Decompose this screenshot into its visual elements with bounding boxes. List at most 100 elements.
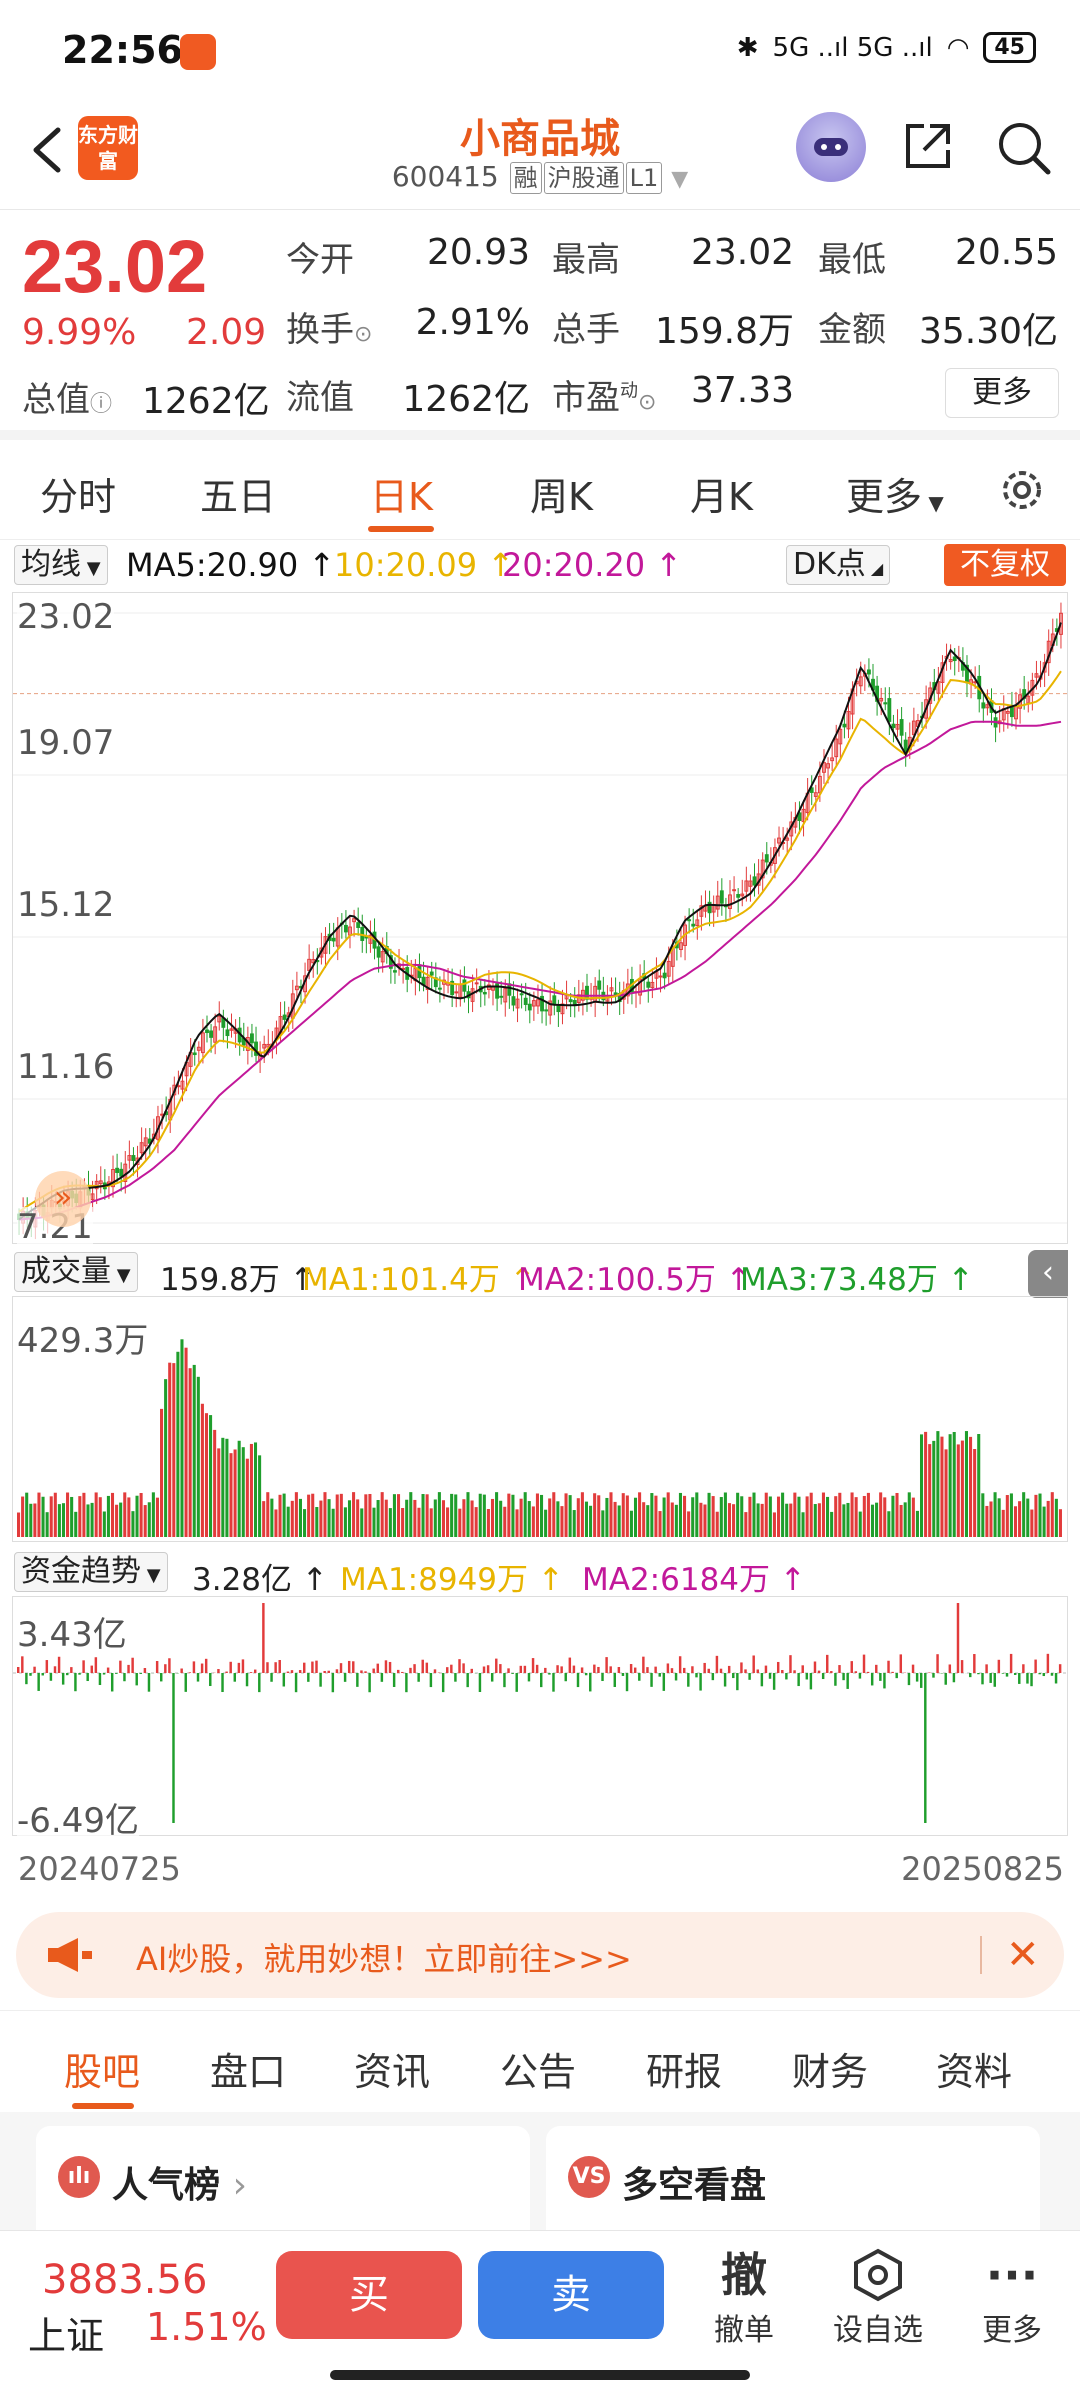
volume-bar	[981, 1493, 985, 1537]
tab-five-day[interactable]: 五日	[200, 475, 277, 519]
fund-bar	[139, 1673, 143, 1674]
fund-bar	[135, 1673, 138, 1686]
cancel-order-button[interactable]: 撤 撤单	[694, 2245, 794, 2349]
tab-intraday[interactable]: 分时	[40, 475, 117, 519]
volume-bar	[229, 1453, 233, 1537]
volume-bar	[826, 1496, 830, 1537]
tab-orderbook[interactable]: 盘口	[210, 2050, 287, 2094]
volume-bar	[748, 1496, 752, 1537]
share-icon[interactable]	[900, 118, 956, 174]
fund-bar	[523, 1665, 527, 1673]
ma10-value: 10:20.09 ↑	[334, 546, 515, 584]
candle-body	[1009, 705, 1014, 718]
bottom-trade-bar: 3883.56 上证 1.51% 买 卖 撤 撤单 设自选 ··· 更多	[0, 2230, 1080, 2400]
ad-text: AI炒股，就用妙想！立即前往>>>	[136, 1940, 632, 1978]
tab-more[interactable]: 更多 ▼	[846, 475, 944, 519]
bluetooth-icon: ✱	[736, 32, 759, 63]
fund-bar	[650, 1673, 653, 1687]
candle-body	[495, 983, 500, 999]
expand-arrow-icon[interactable]: »	[35, 1171, 91, 1227]
volume-bar	[225, 1438, 229, 1537]
candle-body	[707, 901, 712, 914]
fund-bar	[973, 1654, 976, 1673]
volume-bar	[589, 1505, 593, 1537]
fund-trend-selector[interactable]: 资金趋势 ▼	[14, 1552, 168, 1592]
volume-bar	[1038, 1493, 1042, 1537]
volume-chart[interactable]: 429.3万	[12, 1296, 1068, 1542]
volume-bar	[454, 1494, 458, 1537]
kline-chart[interactable]: 23.02 19.07 15.12 11.16 7.21 »	[12, 592, 1068, 1247]
fund-ma1: MA1:8949万 ↑	[340, 1562, 564, 1598]
fund-bar	[727, 1665, 731, 1673]
y-axis-tick: 11.16	[17, 1047, 115, 1087]
bar-chart-icon: ılı	[58, 2156, 100, 2198]
tab-research[interactable]: 研报	[646, 2050, 723, 2094]
volume-bar	[90, 1502, 94, 1537]
tab-monthly-k[interactable]: 月K	[690, 475, 753, 519]
candle-body	[777, 837, 781, 844]
tab-daily-k[interactable]: 日K	[370, 475, 433, 519]
indicator-selector[interactable]: 均线 ▼	[14, 545, 108, 585]
volume-bar	[131, 1511, 135, 1537]
back-arrow-icon[interactable]	[22, 120, 72, 180]
candle-body	[826, 763, 830, 769]
volume-bar	[772, 1512, 776, 1537]
candle-body	[744, 880, 749, 892]
candle-body	[515, 998, 520, 1009]
buy-button[interactable]: 买	[276, 2251, 462, 2339]
volume-bar	[1042, 1506, 1046, 1537]
fund-bar	[842, 1673, 845, 1681]
volume-bar	[687, 1511, 691, 1537]
gear-icon[interactable]	[996, 464, 1048, 516]
fund-bar	[552, 1673, 555, 1692]
app-logo[interactable]: 东方财富	[78, 116, 138, 180]
volume-bar	[151, 1492, 155, 1537]
search-icon[interactable]	[994, 118, 1054, 178]
popularity-card[interactable]: ılı 人气榜 ›	[36, 2126, 530, 2230]
fund-bar	[633, 1667, 637, 1673]
fund-trend-chart[interactable]: 3.43亿 -6.49亿	[12, 1596, 1068, 1842]
candle-body	[903, 739, 908, 753]
tag-connect: 沪股通	[543, 162, 624, 194]
fund-bar	[21, 1656, 24, 1673]
candle-body	[250, 1033, 254, 1044]
fund-bar	[711, 1673, 715, 1681]
sell-button[interactable]: 卖	[478, 2251, 664, 2339]
tab-weekly-k[interactable]: 周K	[530, 475, 593, 519]
quote-more-button[interactable]: 更多	[945, 368, 1059, 418]
ai-promo-banner[interactable]: AI炒股，就用妙想！立即前往>>> ✕	[16, 1912, 1064, 1998]
more-menu-button[interactable]: ··· 更多	[962, 2245, 1062, 2349]
stock-code-row[interactable]: 600415 融沪股通 L1 ▼	[0, 160, 1080, 194]
dk-point-toggle[interactable]: DK点 ◢	[786, 545, 891, 585]
volume-bar	[241, 1447, 245, 1537]
tab-news[interactable]: 资讯	[354, 2050, 431, 2094]
fund-bar	[446, 1667, 449, 1673]
volume-bar	[964, 1431, 969, 1537]
index-value[interactable]: 3883.56	[42, 2257, 208, 2303]
tab-announcements[interactable]: 公告	[500, 2050, 577, 2094]
candle-body	[801, 808, 806, 823]
adjust-type-button[interactable]: 不复权	[944, 544, 1066, 586]
volume-selector[interactable]: 成交量 ▼	[14, 1252, 138, 1292]
pe-value: 37.33	[690, 370, 794, 411]
fund-bar	[131, 1657, 134, 1673]
collapse-panel-icon[interactable]: ‹	[1028, 1250, 1068, 1298]
add-watchlist-button[interactable]: 设自选	[828, 2245, 928, 2349]
fund-bar	[454, 1673, 457, 1682]
assistant-avatar[interactable]	[796, 112, 866, 182]
fund-bar	[560, 1666, 563, 1673]
volume-bar	[421, 1494, 425, 1537]
candle-body	[511, 996, 516, 1006]
volume-bar	[335, 1494, 339, 1537]
volume-bar	[576, 1498, 580, 1537]
fund-bar	[421, 1659, 424, 1673]
bull-bear-card[interactable]: VS 多空看盘	[546, 2126, 1040, 2230]
candle-body	[568, 999, 573, 1003]
signal-icon: 5G ..ıl 5G ..ıl	[772, 32, 933, 63]
tab-financials[interactable]: 财务	[792, 2050, 869, 2094]
float-value: 1262亿	[402, 379, 530, 420]
close-icon[interactable]: ✕	[1006, 1932, 1040, 1978]
tab-profile[interactable]: 资料	[936, 2050, 1013, 2094]
candle-body	[192, 1052, 197, 1056]
tab-forum[interactable]: 股吧	[64, 2050, 141, 2094]
